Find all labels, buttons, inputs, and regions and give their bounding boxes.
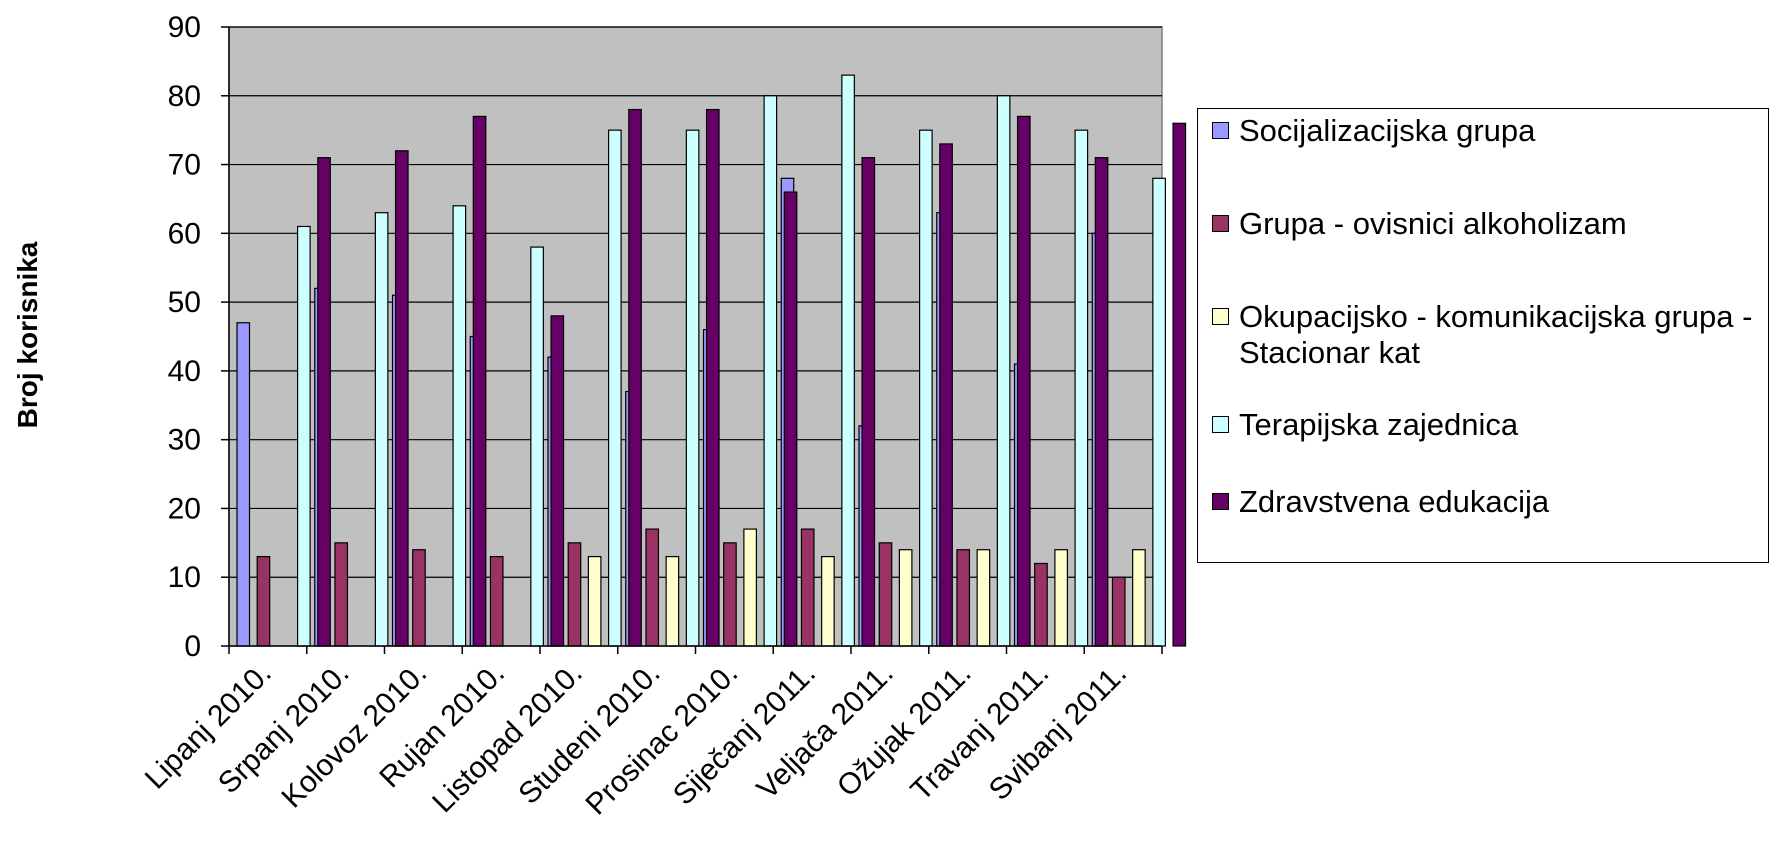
bar — [452, 205, 467, 647]
bar — [861, 157, 876, 647]
bar — [783, 191, 798, 647]
bar — [489, 555, 504, 647]
bar — [665, 555, 680, 647]
legend-item: Okupacijsko - komunikacijska grupa - Sta… — [1212, 299, 1769, 371]
bar — [1111, 576, 1126, 647]
bar — [918, 129, 933, 647]
bar — [567, 542, 582, 647]
bar — [956, 549, 971, 647]
legend-item: Socijalizacijska grupa — [1212, 113, 1769, 149]
bar — [412, 549, 426, 647]
x-tick-label: Veljača 2011. — [751, 657, 900, 806]
y-axis-title: Broj korisnika — [12, 241, 43, 429]
bar — [939, 143, 953, 647]
bar — [1132, 549, 1146, 647]
y-tick-label: 0 — [184, 630, 201, 663]
bar — [996, 95, 1011, 647]
legend-label: Okupacijsko - komunikacijska grupa - Sta… — [1239, 299, 1753, 370]
bar — [743, 528, 758, 647]
legend: Socijalizacijska grupa Grupa - ovisnici a… — [1197, 108, 1769, 563]
bar — [607, 129, 622, 647]
y-axis: 0 10 20 30 40 50 60 70 80 90 — [168, 11, 230, 663]
bar — [394, 150, 409, 647]
legend-label: Zdravstvena edukacija — [1239, 484, 1550, 519]
bar — [587, 555, 602, 647]
x-tick-label: Travanj 2011. — [905, 657, 1056, 808]
bar — [976, 549, 991, 647]
bar — [841, 74, 855, 647]
legend-swatch — [1212, 493, 1229, 510]
bar — [236, 322, 251, 647]
legend-swatch — [1212, 416, 1229, 433]
legend-swatch — [1212, 122, 1229, 139]
bar — [1172, 122, 1187, 647]
legend-swatch — [1212, 308, 1229, 325]
legend-swatch — [1212, 215, 1229, 232]
bar — [1016, 115, 1031, 647]
bar — [334, 542, 349, 647]
y-tick-label: 50 — [168, 286, 201, 319]
x-tick-label: Svibanj 2011. — [983, 657, 1133, 807]
bar — [1034, 562, 1048, 647]
legend-item: Grupa - ovisnici alkoholizam — [1212, 206, 1769, 242]
bar — [645, 528, 660, 647]
bar — [723, 542, 737, 647]
bar — [472, 115, 487, 647]
bar — [297, 225, 311, 647]
y-tick-label: 40 — [168, 355, 201, 388]
y-tick-label: 70 — [168, 149, 201, 182]
legend-label: Grupa - ovisnici alkoholizam — [1239, 206, 1627, 241]
bar — [685, 129, 700, 647]
bar — [550, 315, 565, 647]
legend-label: Terapijska zajednica — [1239, 407, 1519, 442]
bar — [1152, 177, 1166, 647]
bar — [898, 549, 913, 647]
y-tick-label: 80 — [168, 80, 201, 113]
legend-label: Socijalizacijska grupa — [1239, 113, 1536, 148]
x-axis: Lipanj 2010.Srpanj 2010.Kolovoz 2010.Ruj… — [139, 645, 1163, 821]
bar — [530, 246, 544, 647]
bar — [317, 157, 331, 647]
y-tick-label: 10 — [168, 561, 201, 594]
y-tick-label: 60 — [168, 217, 201, 250]
bars — [236, 74, 1187, 647]
bar — [705, 108, 720, 647]
bar — [1054, 549, 1069, 647]
x-tick-label: Ožujak 2011. — [831, 657, 978, 804]
bar — [800, 528, 815, 647]
y-tick-label: 90 — [168, 11, 201, 44]
legend-item: Terapijska zajednica — [1212, 407, 1769, 443]
bar — [256, 555, 271, 647]
bar — [821, 555, 835, 647]
y-tick-label: 20 — [168, 492, 201, 525]
bar — [878, 542, 893, 647]
bar — [628, 108, 642, 647]
legend-item: Zdravstvena edukacija — [1212, 484, 1769, 520]
y-tick-label: 30 — [168, 424, 201, 457]
bar — [1094, 157, 1109, 647]
bar — [763, 95, 778, 647]
bar — [1074, 129, 1089, 647]
bar — [374, 212, 389, 647]
